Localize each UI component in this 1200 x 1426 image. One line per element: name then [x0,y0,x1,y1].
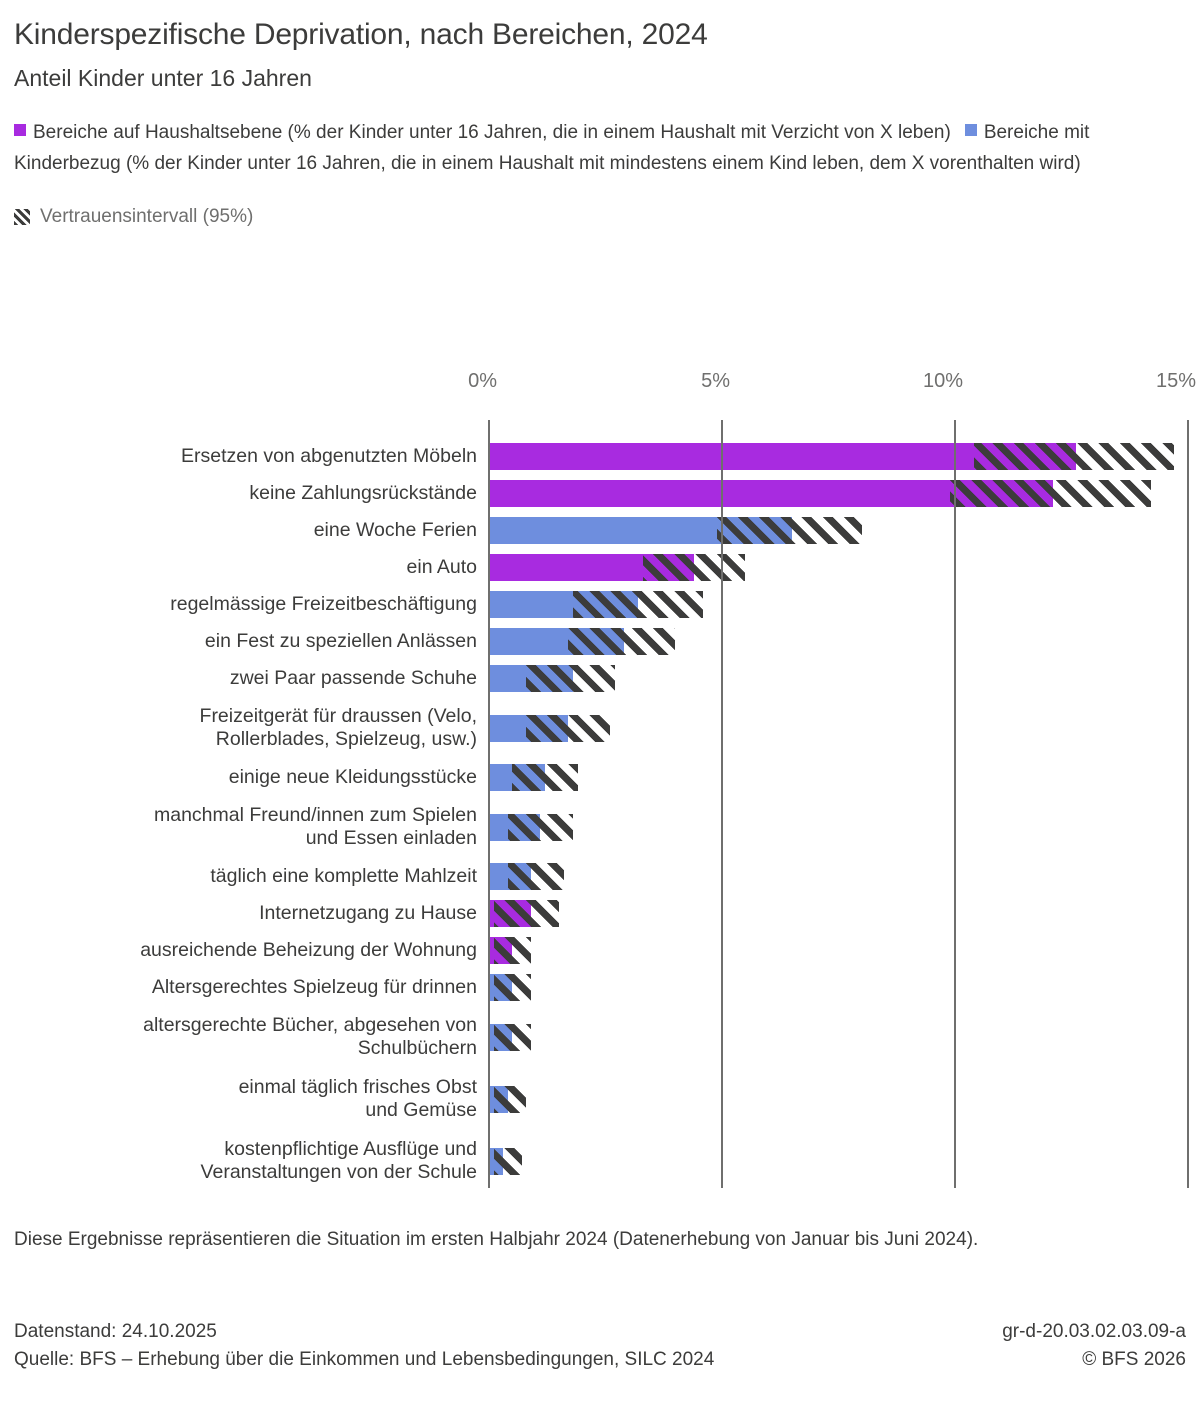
chart-plot-area: 0% 5% 10% 15% Ersetzen von abgenutzten Möbe… [0,370,1200,1215]
bar-row[interactable]: ein Fest zu speziellen Anlässen [0,623,1200,660]
bar-row[interactable]: regelmässige Freizeitbeschäftigung [0,586,1200,623]
legend-label-child: Bereiche mit Kinderbezug (% der Kinder u… [14,122,1090,174]
bar-row-label: Ersetzen von abgenutzten Möbeln [181,445,477,467]
bar-row-label: regelmässige Freizeitbeschäftigung [170,593,477,615]
bar-row[interactable]: Freizeitgerät für draussen (Velo, Roller… [0,697,1200,759]
copyright-label: © BFS 2026 [1082,1348,1186,1370]
quelle-label: Quelle: BFS – Erhebung über die Einkomme… [14,1348,715,1370]
bar-row-label: Altersgerechtes Spielzeug für drinnen [151,976,477,998]
confidence-interval-legend: Vertrauensintervall (95%) [14,206,1186,228]
x-axis-tick-5pct: 5% [701,370,730,392]
legend-entry-household: Bereiche auf Haushaltsebene (% der Kinde… [14,122,951,143]
bar-rows: Ersetzen von abgenutzten Möbeln keine Zah… [0,438,1200,1192]
chart-page: Kinderspezifische Deprivation, nach Bere… [0,18,1200,1426]
bar-row[interactable]: keine Zahlungsrückstände [0,475,1200,512]
bar-row-label: altersgerechte Bücher, abgesehen von Sch… [143,1014,477,1059]
bar-row-label: einmal täglich frisches Obst und Gemüse [238,1076,477,1121]
gridline-0 [488,420,490,1188]
bar-row-label: manchmal Freund/innen zum Spielen und Es… [153,804,477,849]
confidence-interval-label: Vertrauensintervall (95%) [40,205,254,227]
footnote: Diese Ergebnisse repräsentieren die Situ… [14,1229,979,1250]
bar-row[interactable]: ein Auto [0,549,1200,586]
bar-row[interactable]: einmal täglich frisches Obst und Gemüse [0,1068,1200,1130]
metadata-row-quelle: Quelle: BFS – Erhebung über die Einkomme… [14,1346,1186,1374]
x-axis-tick-15pct: 15% [1155,370,1196,392]
bars-and-gridlines: Ersetzen von abgenutzten Möbeln keine Zah… [0,420,1200,1188]
bar-row[interactable]: Altersgerechtes Spielzeug für drinnen [0,969,1200,1006]
bar-solid-segment[interactable] [489,1023,494,1051]
bar-solid-segment[interactable] [489,813,508,841]
ci-inner-band [489,1085,508,1113]
legend-color-swatch-household [14,124,26,137]
chart-legend: Bereiche auf Haushaltsebene (% der Kinde… [14,118,1186,180]
metadata-row-datenstand: Datenstand: 24.10.2025 gr-d-20.03.02.03.… [14,1318,1186,1346]
bar-solid-segment[interactable] [489,900,494,927]
bar-row[interactable]: täglich eine komplette Mahlzeit [0,858,1200,895]
bar-solid-segment[interactable] [489,937,494,964]
bar-solid-segment[interactable] [489,665,527,692]
ci-inner-band [489,974,513,1001]
bar-row[interactable]: ausreichende Beheizung der Wohnung [0,932,1200,969]
bar-solid-segment[interactable] [489,443,974,470]
x-axis-tick-10pct: 10% [922,370,963,392]
legend-color-swatch-child [964,124,977,137]
bar-solid-segment[interactable] [489,554,643,581]
bar-solid-segment[interactable] [489,714,527,742]
bar-row[interactable]: einige neue Kleidungsstücke [0,759,1200,796]
bar-row-label: ein Fest zu speziellen Anlässen [204,630,477,652]
bar-row[interactable]: kostenpflichtige Ausflüge und Veranstalt… [0,1130,1200,1192]
page-subtitle: Anteil Kinder unter 16 Jahren [14,64,312,91]
bar-row-label: kostenpflichtige Ausflüge und Veranstalt… [200,1138,477,1183]
x-axis-tick-labels: 0% 5% 10% 15% [0,370,1200,402]
bar-solid-segment[interactable] [489,1147,494,1175]
bar-row[interactable]: altersgerechte Bücher, abgesehen von Sch… [0,1006,1200,1068]
gridline-10 [954,420,956,1188]
bar-solid-segment[interactable] [489,628,569,655]
bar-solid-segment[interactable] [489,974,494,1001]
bar-solid-segment[interactable] [489,591,573,618]
bar-row[interactable]: eine Woche Ferien [0,512,1200,549]
hatch-pattern-icon [14,208,30,225]
page-title: Kinderspezifische Deprivation, nach Bere… [14,18,708,51]
bar-row-label: Internetzugang zu Hause [259,902,477,924]
chart-metadata: Datenstand: 24.10.2025 gr-d-20.03.02.03.… [14,1318,1186,1373]
bar-row-label: keine Zahlungsrückstände [249,482,477,504]
bar-row-label: täglich eine komplette Mahlzeit [210,865,477,887]
ci-inner-band [489,900,531,927]
legend-entry-child: Bereiche mit Kinderbezug (% der Kinder u… [14,122,1089,174]
bar-row-label: Freizeitgerät für draussen (Velo, Roller… [199,705,477,750]
bar-row-label: ausreichende Beheizung der Wohnung [140,939,477,961]
legend-label-household: Bereiche auf Haushaltsebene (% der Kinde… [33,122,951,144]
gridline-15 [1187,420,1189,1188]
bar-row[interactable]: Internetzugang zu Hause [0,895,1200,932]
ci-inner-band [489,1023,513,1051]
datenstand-label: Datenstand: 24.10.2025 [14,1321,217,1342]
bar-row[interactable]: Ersetzen von abgenutzten Möbeln [0,438,1200,475]
bar-solid-segment[interactable] [489,863,508,890]
bar-solid-segment[interactable] [489,764,513,791]
bar-solid-segment[interactable] [489,480,951,507]
bar-solid-segment[interactable] [489,1085,494,1113]
bar-row[interactable]: manchmal Freund/innen zum Spielen und Es… [0,796,1200,858]
bar-row-label: einige neue Kleidungsstücke [228,766,477,788]
bar-row-label: eine Woche Ferien [313,519,477,541]
gridline-5 [721,420,723,1188]
bar-row[interactable]: zwei Paar passende Schuhe [0,660,1200,697]
bar-row-label: ein Auto [406,556,477,578]
ci-inner-band [489,937,513,964]
x-axis-tick-0pct: 0% [468,370,497,392]
bar-row-label: zwei Paar passende Schuhe [229,667,477,689]
chart-id-label: gr-d-20.03.02.03.09-a [1002,1321,1186,1342]
bar-solid-segment[interactable] [489,517,718,544]
